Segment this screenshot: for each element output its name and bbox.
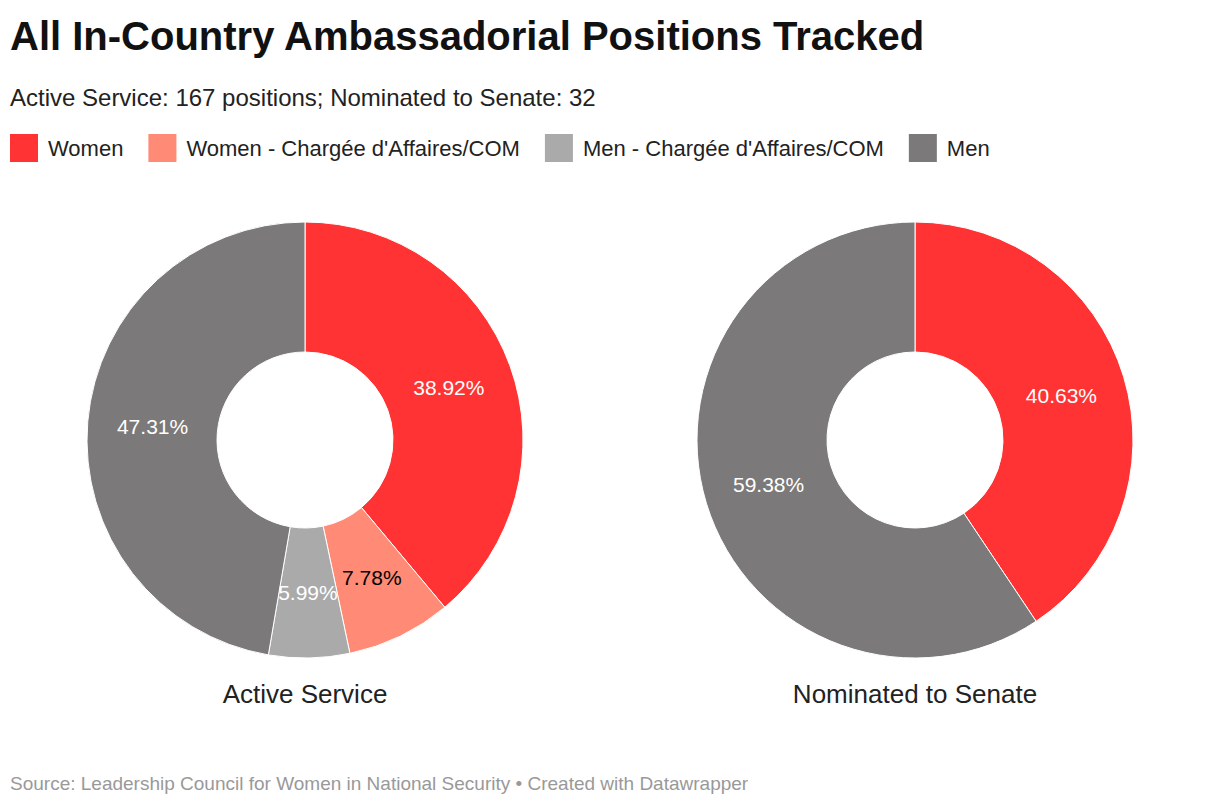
data-label: 40.63% bbox=[1026, 384, 1097, 407]
data-label: 5.99% bbox=[278, 581, 338, 604]
data-labels: 40.63% 59.38% bbox=[733, 384, 1097, 496]
data-labels: 38.92% 7.78%5.99% 47.31% bbox=[117, 376, 485, 604]
chart-title: Active Service bbox=[223, 679, 388, 709]
legend-item: Men bbox=[909, 134, 990, 162]
legend-item: Men - Chargée d'Affaires/COM bbox=[545, 134, 884, 162]
legend-item: Women bbox=[10, 134, 123, 162]
legend-swatch bbox=[10, 134, 38, 162]
legend-label: Men bbox=[947, 136, 990, 161]
chart-canvas: All In-Country Ambassadorial Positions T… bbox=[0, 0, 1220, 806]
legend-swatch bbox=[909, 134, 937, 162]
title: All In-Country Ambassadorial Positions T… bbox=[10, 14, 924, 58]
donut-chart: WomenMen40.63% 59.38% bbox=[697, 222, 1133, 658]
data-label: 59.38% bbox=[733, 473, 804, 496]
legend-swatch bbox=[545, 134, 573, 162]
legend-swatch bbox=[148, 134, 176, 162]
donut-chart: WomenWomen - Chargée d'Affaires/COMMen -… bbox=[87, 222, 523, 658]
legend: Women Women - Chargée d'Affaires/COM Men -… bbox=[10, 134, 990, 162]
data-label: 7.78% bbox=[342, 566, 402, 589]
chart-title: Nominated to Senate bbox=[793, 679, 1037, 709]
legend-label: Men - Chargée d'Affaires/COM bbox=[583, 136, 884, 161]
data-label: 47.31% bbox=[117, 415, 188, 438]
data-label: 38.92% bbox=[413, 376, 484, 399]
legend-item: Women - Chargée d'Affaires/COM bbox=[148, 134, 520, 162]
legend-label: Women - Chargée d'Affaires/COM bbox=[186, 136, 520, 161]
slice: Men bbox=[697, 222, 1036, 658]
slices: WomenWomen - Chargée d'Affaires/COMMen -… bbox=[87, 222, 523, 658]
slices: WomenMen bbox=[697, 222, 1133, 658]
subtitle: Active Service: 167 positions; Nominated… bbox=[10, 84, 596, 111]
slice: Men bbox=[87, 222, 305, 655]
source: Source: Leadership Council for Women in … bbox=[10, 773, 749, 794]
legend-label: Women bbox=[48, 136, 123, 161]
